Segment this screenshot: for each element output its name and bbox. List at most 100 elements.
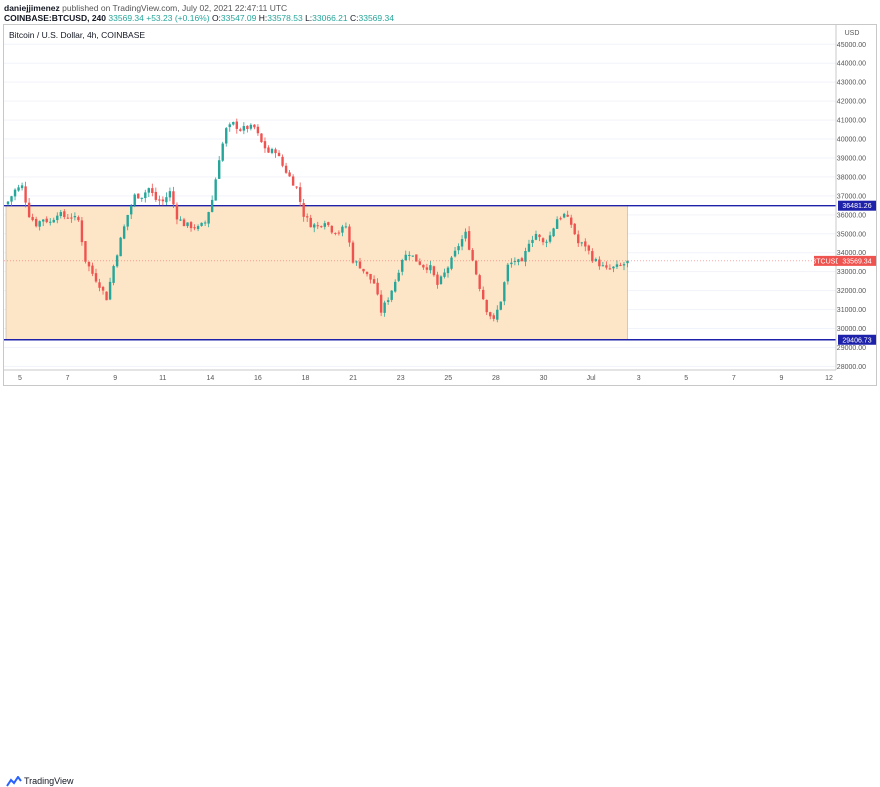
candle-body[interactable] — [52, 219, 55, 223]
candle-body[interactable] — [580, 242, 583, 244]
candle-body[interactable] — [566, 214, 569, 217]
candle-body[interactable] — [626, 260, 629, 264]
candle-body[interactable] — [309, 217, 312, 228]
author-name[interactable]: daniejjimenez — [4, 3, 60, 13]
candle-body[interactable] — [506, 264, 510, 282]
candle-body[interactable] — [161, 199, 165, 202]
candle-body[interactable] — [288, 172, 291, 177]
candle-body[interactable] — [151, 188, 154, 193]
candle-body[interactable] — [524, 250, 527, 262]
candle-body[interactable] — [63, 211, 66, 218]
candle-body[interactable] — [77, 217, 80, 221]
candle-body[interactable] — [320, 226, 323, 228]
candle-body[interactable] — [594, 259, 598, 262]
candle-body[interactable] — [394, 281, 397, 292]
candle-body[interactable] — [415, 254, 418, 262]
candle-body[interactable] — [196, 226, 200, 230]
candle-body[interactable] — [98, 282, 101, 288]
candle-body[interactable] — [260, 133, 263, 143]
candle-body[interactable] — [401, 259, 404, 272]
candle-body[interactable] — [334, 232, 337, 234]
candle-body[interactable] — [608, 268, 612, 270]
candle-body[interactable] — [189, 222, 193, 229]
candle-body[interactable] — [369, 273, 372, 280]
candle-body[interactable] — [108, 281, 112, 300]
candle-body[interactable] — [256, 126, 260, 134]
candle-body[interactable] — [358, 261, 362, 269]
candle-body[interactable] — [253, 124, 256, 128]
candle-body[interactable] — [122, 226, 126, 239]
candle-body[interactable] — [291, 176, 295, 186]
candle-body[interactable] — [59, 212, 62, 217]
candle-body[interactable] — [323, 223, 326, 227]
candle-body[interactable] — [193, 227, 196, 229]
candle-body[interactable] — [91, 265, 94, 274]
candle-body[interactable] — [379, 294, 383, 313]
candle-body[interactable] — [84, 241, 87, 262]
candle-body[interactable] — [126, 214, 129, 227]
candle-body[interactable] — [408, 254, 411, 256]
candle-body[interactable] — [552, 228, 555, 237]
candle-body[interactable] — [570, 217, 573, 225]
candle-body[interactable] — [242, 126, 246, 131]
candle-body[interactable] — [210, 199, 214, 212]
candle-body[interactable] — [411, 255, 414, 257]
candle-body[interactable] — [619, 264, 622, 266]
candle-body[interactable] — [179, 219, 182, 221]
candle-body[interactable] — [225, 128, 228, 144]
candle-body[interactable] — [316, 225, 319, 227]
candle-body[interactable] — [460, 239, 464, 247]
candle-body[interactable] — [158, 199, 161, 201]
candle-body[interactable] — [147, 188, 150, 193]
candle-body[interactable] — [499, 301, 502, 310]
candle-body[interactable] — [489, 312, 492, 317]
candle-body[interactable] — [341, 226, 344, 233]
candle-body[interactable] — [27, 202, 31, 218]
candle-body[interactable] — [154, 191, 158, 200]
candle-body[interactable] — [344, 226, 348, 228]
candle-body[interactable] — [397, 272, 400, 281]
candle-body[interactable] — [548, 235, 552, 242]
candle-body[interactable] — [538, 234, 541, 238]
candle-body[interactable] — [277, 152, 281, 157]
chart-frame[interactable] — [3, 24, 877, 386]
candle-body[interactable] — [218, 160, 221, 179]
candle-body[interactable] — [467, 231, 471, 250]
candle-body[interactable] — [295, 186, 298, 188]
candle-body[interactable] — [598, 259, 601, 267]
candle-body[interactable] — [485, 299, 488, 313]
candle-body[interactable] — [38, 221, 41, 227]
candle-body[interactable] — [443, 272, 446, 277]
candle-body[interactable] — [386, 300, 390, 302]
candle-body[interactable] — [584, 241, 587, 247]
candle-body[interactable] — [478, 275, 481, 289]
candle-body[interactable] — [249, 124, 253, 129]
tradingview-brand[interactable]: TradingView — [24, 776, 74, 786]
candle-body[interactable] — [267, 147, 270, 153]
candle-body[interactable] — [577, 234, 580, 244]
candle-body[interactable] — [42, 219, 45, 222]
candle-body[interactable] — [351, 242, 355, 263]
candle-body[interactable] — [207, 212, 210, 224]
candle-body[interactable] — [436, 274, 439, 285]
candle-body[interactable] — [446, 267, 450, 274]
candle-body[interactable] — [239, 129, 242, 131]
candle-body[interactable] — [17, 187, 20, 191]
candle-body[interactable] — [503, 282, 506, 302]
candle-body[interactable] — [6, 201, 10, 205]
candle-body[interactable] — [457, 246, 460, 251]
candle-body[interactable] — [235, 121, 238, 129]
candle-body[interactable] — [492, 315, 495, 319]
candle-body[interactable] — [94, 273, 98, 282]
candle-body[interactable] — [531, 239, 534, 244]
candle-body[interactable] — [337, 232, 341, 234]
candle-body[interactable] — [284, 165, 288, 173]
candle-body[interactable] — [562, 213, 566, 218]
candle-body[interactable] — [221, 143, 224, 161]
candle-body[interactable] — [101, 286, 105, 291]
candle-body[interactable] — [555, 219, 559, 229]
candle-body[interactable] — [20, 185, 24, 189]
candle-body[interactable] — [587, 245, 590, 251]
candle-body[interactable] — [422, 264, 425, 268]
candle-body[interactable] — [327, 222, 330, 226]
